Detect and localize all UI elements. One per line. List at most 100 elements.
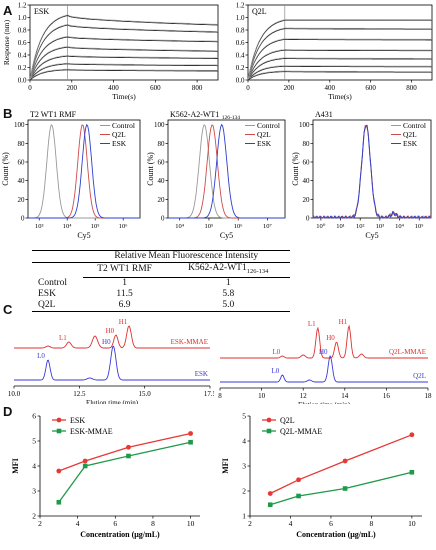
y-tick-label: 20 (303, 196, 311, 204)
legend-label: Q2L (257, 130, 271, 139)
x-axis-label: Concentration (μg/mL) (296, 530, 376, 539)
y-tick-label: 5 (32, 437, 36, 446)
legend-marker (56, 417, 62, 423)
y-tick-label: 0.8 (236, 27, 245, 35)
sensorgram-fit (247, 19, 432, 80)
panel-label-d: D (3, 404, 13, 419)
data-point (296, 493, 301, 499)
legend-marker (56, 428, 62, 434)
sensorgram-fit (247, 49, 432, 80)
chart-b-k562: K562-A2-WT1 126-134 0 20 40 60 80 100 10⁴ 10⁵ 10⁶ 1… (146, 110, 286, 240)
y-tick-label: 100 (299, 121, 310, 129)
y-tick-label: 1 (242, 512, 246, 521)
chart-title: A431 (315, 110, 333, 119)
y-tick-label: 0.0 (236, 77, 245, 85)
sensorgram-fit (29, 35, 219, 80)
table-row-label: ESK (38, 288, 56, 299)
sensorgram-curve (247, 28, 432, 81)
data-point (342, 486, 348, 491)
sensorgram-fit (29, 46, 218, 80)
data-point (82, 458, 88, 464)
chart-annotation: Q2L (252, 7, 267, 16)
series-line (58, 441, 191, 503)
trace-label: ESK (195, 370, 208, 378)
y-axis-label: MFI (221, 458, 230, 474)
y-tick-label: 80 (158, 140, 166, 148)
x-tick-label: 10⁶ (119, 223, 128, 230)
x-tick-label: 0 (246, 84, 250, 92)
x-axis-label: Elution time (min) (298, 401, 351, 404)
table-cell: 1 (225, 277, 231, 288)
legend-label: Control (403, 121, 426, 130)
sensorgram-curve (29, 63, 219, 81)
x-tick-label: 6 (113, 519, 117, 528)
sensorgram-fit (29, 14, 219, 80)
y-tick-label: 60 (303, 159, 311, 167)
trace-label: Q2L-MMAE (389, 348, 426, 356)
y-axis-label: Count (%) (291, 152, 300, 186)
table-row-label: Control (38, 277, 68, 288)
legend-marker (266, 417, 272, 423)
series-line (58, 432, 191, 472)
peak-label: H0 (326, 334, 335, 342)
y-tick-label: 20 (18, 196, 26, 204)
x-tick-label: 10⁶ (234, 223, 243, 230)
sensorgram-curve (247, 49, 432, 81)
chromatogram-trace (220, 355, 428, 383)
sensorgram-curve (247, 19, 432, 81)
panel-label-b: B (3, 106, 13, 121)
x-tick-label: 10⁷ (263, 223, 272, 230)
peak-label: H1 (339, 318, 348, 326)
chart-d-esk: 2 3 4 5 6 2 4 6 8 10 Concentration (μg/mL) MFI ESK ES… (11, 412, 200, 539)
rmfi-col-k562: K562-A2-WT1126-134 (166, 262, 290, 278)
legend-label: ESK (403, 139, 418, 148)
x-tick-label: 8 (151, 519, 155, 528)
trace-label: Q2L (413, 372, 426, 380)
y-tick-label: 4 (242, 437, 246, 446)
legend-label: ESK (257, 139, 272, 148)
legend-label: Q2L (403, 130, 417, 139)
rmfi-table: Relative Mean Fluorescence Intensity T2 … (32, 250, 290, 312)
x-tick-label: 10² (356, 223, 365, 230)
table-cell: 1 (122, 277, 127, 288)
y-tick-label: 6 (32, 412, 36, 421)
x-tick-label: 600 (150, 84, 161, 92)
y-tick-label: 1.2 (236, 2, 245, 10)
chart-title: T2 WT1 RMF (30, 110, 77, 119)
x-axis-label: Concentration (μg/mL) (80, 530, 160, 539)
data-point (296, 477, 301, 483)
chart-a-esk: 0.0 0.2 0.4 0.6 0.8 1.0 1.2 0 200 400 600 800 Time(s… (2, 2, 219, 101)
x-tick-label: 4 (76, 519, 80, 528)
x-tick-label: 10 (187, 519, 195, 528)
chart-b-a431: A431 0 20 40 60 80 100 10⁰ 10¹ 10² 10³ 10⁴ 10⁵ Cy5 Cou… (291, 110, 432, 240)
series-line (269, 434, 413, 495)
sensorgram-curve (29, 55, 218, 81)
sensorgram-curve (247, 58, 432, 81)
chromatogram-trace (14, 325, 210, 349)
rmfi-col-t2: T2 WT1 RMF (82, 262, 167, 278)
data-point (82, 463, 88, 469)
x-tick-label: 800 (192, 84, 203, 92)
plot-frame (29, 4, 219, 81)
y-tick-label: 2 (242, 487, 246, 496)
legend-label: Q2L-MMAE (280, 427, 322, 436)
x-tick-label: 8 (370, 519, 374, 528)
data-point (56, 468, 62, 474)
legend-label: Q2L (280, 416, 295, 425)
histogram-curve (168, 123, 285, 219)
x-tick-label: 10⁵ (415, 223, 424, 230)
histogram-curve (28, 123, 140, 219)
legend-label: Control (112, 121, 135, 130)
y-tick-label: 40 (158, 177, 166, 185)
y-tick-label: 0.2 (18, 64, 27, 72)
x-axis-label: Cy5 (220, 231, 233, 240)
y-tick-label: 0.6 (236, 39, 245, 47)
data-point (409, 432, 415, 438)
y-tick-label: 40 (18, 177, 26, 185)
x-tick-label: 10³ (35, 223, 44, 230)
x-tick-label: 8 (218, 392, 222, 400)
plot-frame (247, 4, 433, 81)
sensorgram-fit (247, 57, 432, 80)
rmfi-table-title: Relative Mean Fluorescence Intensity (82, 250, 290, 263)
